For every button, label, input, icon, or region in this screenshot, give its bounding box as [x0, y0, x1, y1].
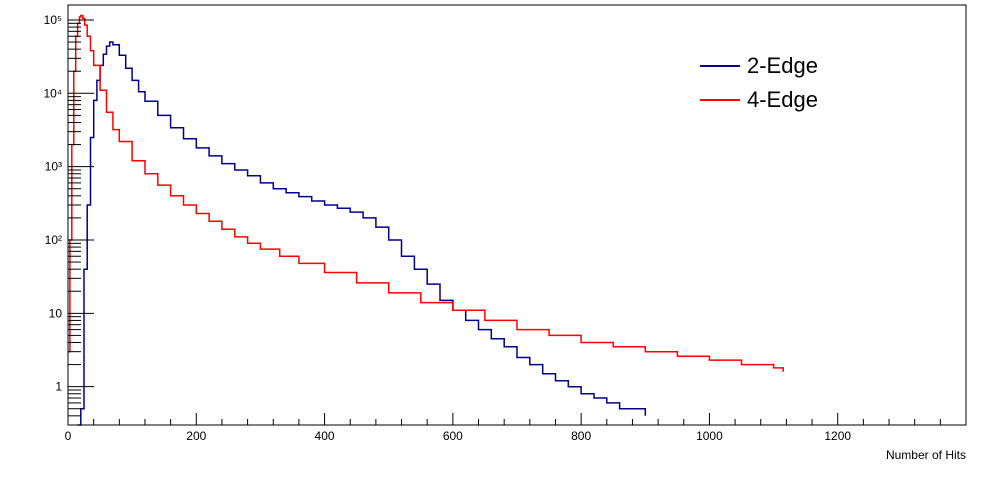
curves-layer [68, 14, 784, 426]
x-tick-label: 800 [571, 429, 591, 443]
y-tick-label: 10³ [45, 160, 62, 174]
y-tick-label: 10 [49, 306, 63, 320]
legend: 2-Edge 4-Edge [700, 53, 818, 112]
y-tick-label: 10² [45, 233, 62, 247]
series-line-4-edge [68, 14, 784, 372]
x-tick-label: 1200 [824, 429, 851, 443]
x-tick-label: 400 [315, 429, 335, 443]
y-tick-label: 10⁴ [43, 86, 62, 100]
legend-label-2-edge: 2-Edge [747, 53, 818, 78]
plot-frame [67, 4, 967, 426]
x-tick-label: 1000 [696, 429, 723, 443]
x-tick-label: 600 [443, 429, 463, 443]
legend-label-4-edge: 4-Edge [747, 87, 818, 112]
x-tick-label: 200 [186, 429, 206, 443]
x-axis-label: Number of Hits [886, 448, 966, 462]
y-tick-label: 1 [55, 380, 62, 394]
series-line-2-edge [77, 41, 647, 426]
x-tick-label: 0 [65, 429, 72, 443]
axes-layer: 0 200 400 600 800 1000 1200 1 10 10² 10³ 10⁴ 10⁵ [43, 13, 941, 443]
y-tick-label: 10⁵ [44, 13, 62, 27]
